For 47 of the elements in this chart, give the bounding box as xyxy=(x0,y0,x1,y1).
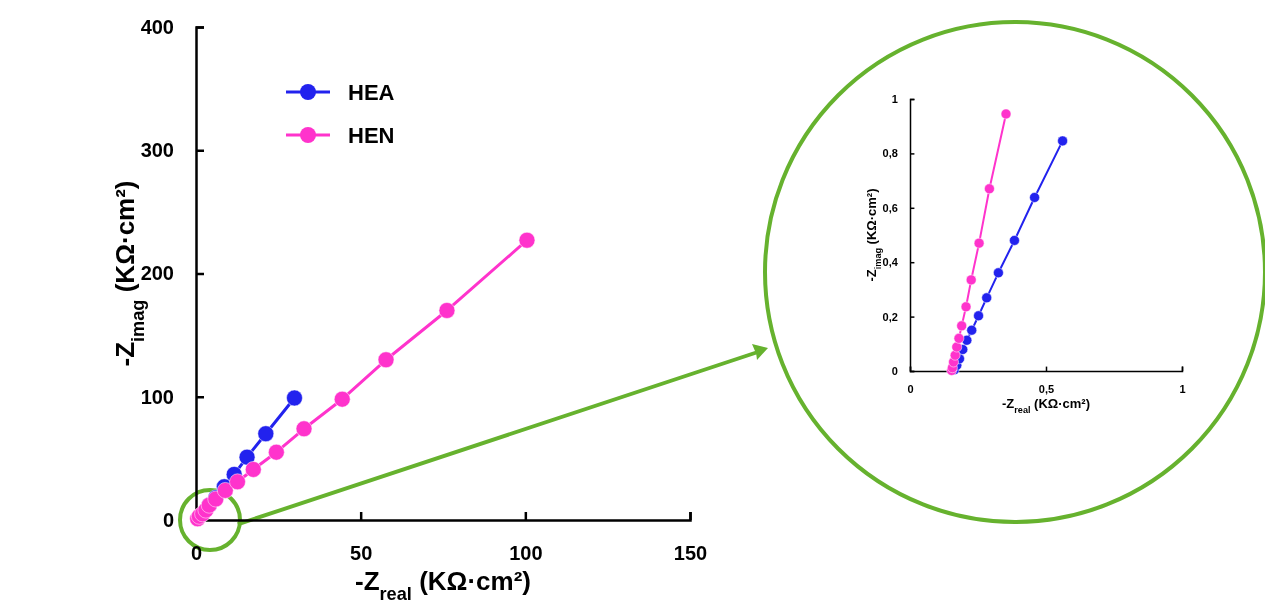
x-tick-label: 50 xyxy=(350,542,373,565)
point xyxy=(953,332,965,344)
point xyxy=(257,425,275,443)
y-tick-label: 0,2 xyxy=(882,310,898,323)
y-tick-label: 0 xyxy=(891,365,898,378)
point xyxy=(238,448,256,466)
point xyxy=(229,473,246,491)
point xyxy=(295,420,313,438)
x-tick-label: 0 xyxy=(907,383,914,396)
x-tick-label: 0,5 xyxy=(1038,383,1055,396)
point xyxy=(1008,234,1020,246)
point xyxy=(518,231,536,249)
point xyxy=(965,274,977,286)
legend-label: HEN xyxy=(348,123,395,148)
point xyxy=(981,292,993,304)
y-tick-label: 200 xyxy=(140,262,174,285)
y-tick-label: 0,4 xyxy=(882,256,899,269)
y-tick-label: 0,8 xyxy=(882,147,898,160)
point xyxy=(973,237,985,249)
x-axis-title: -Z$_{real}$ (KΩ·cm²) xyxy=(1002,396,1090,416)
point xyxy=(960,301,972,313)
point xyxy=(438,301,456,319)
point xyxy=(973,310,985,322)
point xyxy=(285,389,303,407)
y-tick-label: 0,6 xyxy=(882,201,898,214)
x-tick-label: 150 xyxy=(673,542,708,565)
y-tick-label: 1 xyxy=(891,93,898,106)
point xyxy=(1000,108,1012,120)
point xyxy=(1029,191,1041,203)
point xyxy=(983,183,995,195)
x-tick-label: 0 xyxy=(190,542,203,565)
y-tick-label: 300 xyxy=(140,139,174,162)
y-tick-label: 0 xyxy=(162,508,174,531)
point xyxy=(267,443,285,461)
point xyxy=(966,324,978,336)
point xyxy=(956,320,968,332)
y-tick-label: 400 xyxy=(140,15,174,38)
x-tick-label: 1 xyxy=(1179,383,1186,396)
x-tick-label: 100 xyxy=(509,542,543,565)
point xyxy=(951,341,963,353)
point xyxy=(992,267,1004,279)
x-axis-title: -Z$_{real}$ (KΩ·cm²) xyxy=(355,566,531,604)
legend-label: HEA xyxy=(348,80,395,105)
point xyxy=(1057,135,1069,147)
point xyxy=(333,390,351,408)
point xyxy=(377,351,395,369)
point xyxy=(244,460,262,478)
